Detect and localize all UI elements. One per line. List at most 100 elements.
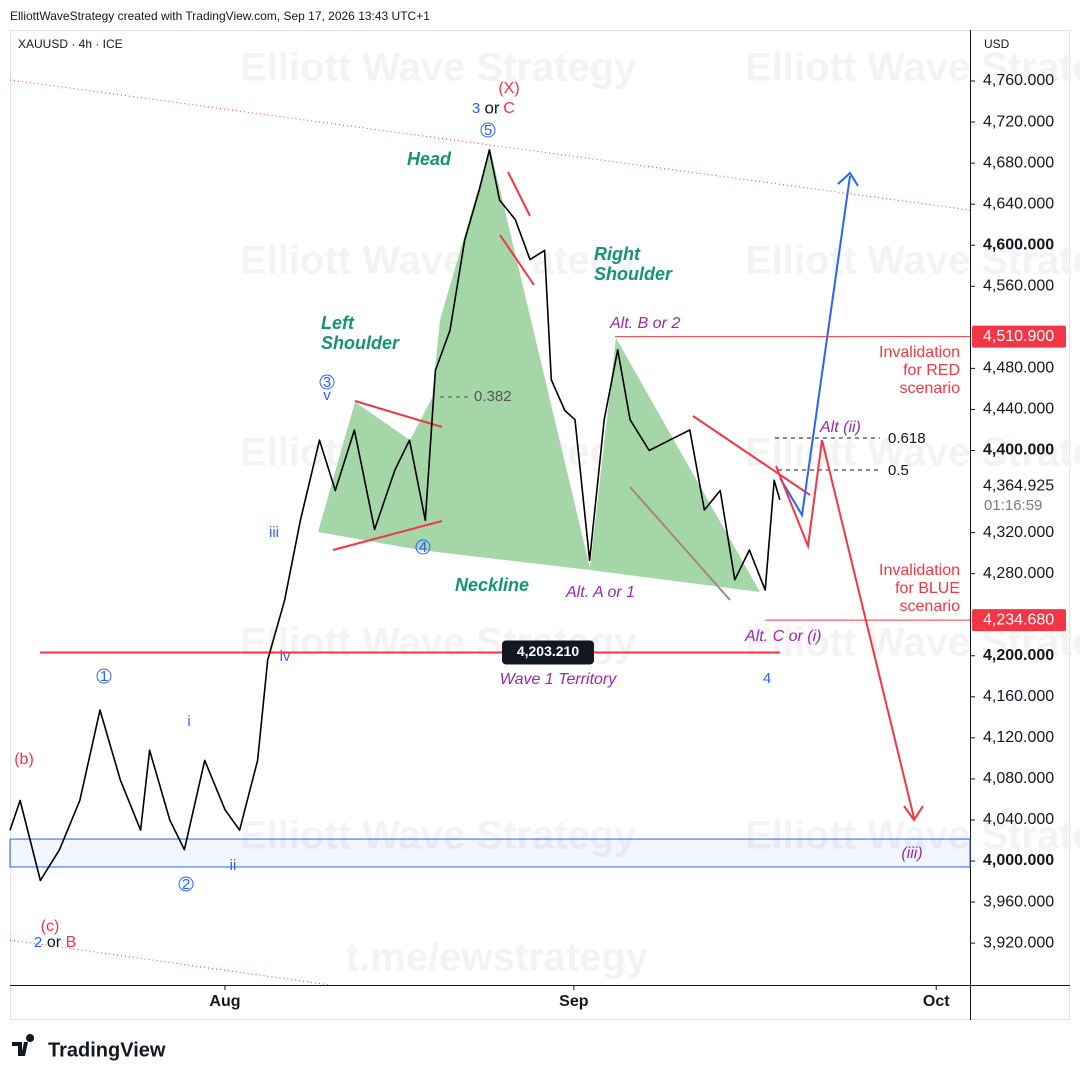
wave-label: Alt. B or 2 [609,315,680,332]
price-label: 4,510.900 [983,328,1054,345]
price-label-bg [502,640,594,665]
y-tick-label: 4,480.000 [983,360,1054,377]
wave-label: iii [269,524,279,541]
watermark: Elliott Wave Strategy [240,239,637,283]
x-tick-label: Oct [923,993,950,1010]
wave-label: 3 [472,100,480,117]
invalidation-label: Invalidation [879,344,960,361]
y-tick-label: 4,000.000 [983,852,1054,869]
currency: USD [984,37,1010,51]
wave-label: Alt. C or (i) [744,628,821,645]
circle [415,539,431,555]
wave-label: (b) [14,751,34,768]
wedge-line [507,171,531,217]
support-zone [9,838,971,868]
projection-red [775,439,915,819]
y-tick-label: 4,200.000 [983,647,1054,664]
wave-label: i [187,713,190,730]
wave-label: (iii) [901,845,922,862]
y-tick-label: 4,680.000 [983,154,1054,171]
arrow-head [903,805,924,822]
y-tick-label: 4,120.000 [983,729,1054,746]
watermark: Elliott Wave Strategy [240,46,637,90]
wave-label: 2 [34,934,42,951]
wave-label: 4 [419,539,427,556]
y-tick-label: 3,920.000 [983,934,1054,951]
price-line [9,149,781,882]
channel-line [9,79,971,211]
pattern-label: Left [321,313,355,333]
circle [96,668,112,684]
circle [319,374,335,390]
pattern-label: Right [594,244,641,264]
wedge-line [354,400,443,428]
wedge-line [692,415,811,496]
pattern-label: Neckline [455,575,529,595]
invalidation-label: Invalidation [879,562,960,579]
watermark: Elliott Wave Strategy [745,46,1080,90]
y-tick-label: 4,760.000 [983,72,1054,89]
invalidation-label: for RED [903,362,960,379]
x-tick-label: Sep [559,993,589,1010]
wave-label: 1 [100,668,108,685]
y-tick-label: 4,400.000 [983,442,1054,459]
zone-label: Wave 1 Territory [500,671,617,688]
frame [10,30,1070,1020]
price-label: 4,203.210 [517,643,579,659]
wave-label: Alt. A or 1 [565,584,635,601]
price-label-bg [972,609,1066,632]
watermark: Elliott Wave Strategy [745,814,1080,858]
y-tick-label: 4,640.000 [983,195,1054,212]
last-price: 4,364.925 [983,478,1054,495]
y-tick-label: 4,600.000 [983,236,1054,253]
circle [480,122,496,138]
wedge-line [499,234,535,286]
wave-label: 3 [323,374,331,391]
wave-label: C [503,100,515,117]
y-tick-label: 3,960.000 [983,893,1054,910]
invalidation-label: scenario [900,598,961,615]
countdown: 01:16:59 [984,497,1042,514]
watermark: Elliott Wave Strategy [240,814,637,858]
wave-label: (c) [41,918,60,935]
wave-label: ii [230,857,237,874]
wedge-line [629,486,731,601]
wedge-line [332,520,443,551]
y-tick-label: 4,160.000 [983,688,1054,705]
credit: ElliottWaveStrategy created with Trading… [10,9,430,23]
y-tick-label: 4,320.000 [983,524,1054,541]
fib-label: 0.5 [888,462,909,479]
wave-label: or [47,934,62,951]
y-tick-label: 4,280.000 [983,565,1054,582]
wave-label: iv [280,648,291,665]
y-tick-label: 4,560.000 [983,277,1054,294]
brand: TradingView [48,1039,166,1061]
watermark-link: t.me/ewstrategy [346,936,649,980]
price-label: 4,234.680 [983,611,1054,628]
y-tick-label: 4,040.000 [983,811,1054,828]
wave-label: (X) [498,80,519,97]
wave-label: 2 [182,876,190,893]
wave-label: 4 [763,670,771,687]
circle [178,876,194,892]
wave-label: Alt (ii) [819,419,861,436]
watermark: Elliott Wave Strategy [745,239,1080,283]
price-label-bg [972,325,1066,348]
invalidation-label: scenario [900,380,961,397]
arrow-head [837,171,859,187]
projection-blue [779,175,851,518]
fib-label: 0.618 [888,430,926,447]
pattern-label: Shoulder [321,333,400,353]
fib-label: 0.382 [474,388,512,405]
wave-label: v [323,387,331,404]
symbol: XAUUSD · 4h · ICE [18,37,123,51]
y-tick-label: 4,440.000 [983,401,1054,418]
invalidation-label: for BLUE [895,580,960,597]
x-tick-label: Aug [209,993,240,1010]
wave-label: B [66,934,77,951]
wave-label: or [484,98,499,117]
wave-label: 5 [484,122,492,139]
logo-icon [12,1034,35,1056]
y-tick-label: 4,080.000 [983,770,1054,787]
